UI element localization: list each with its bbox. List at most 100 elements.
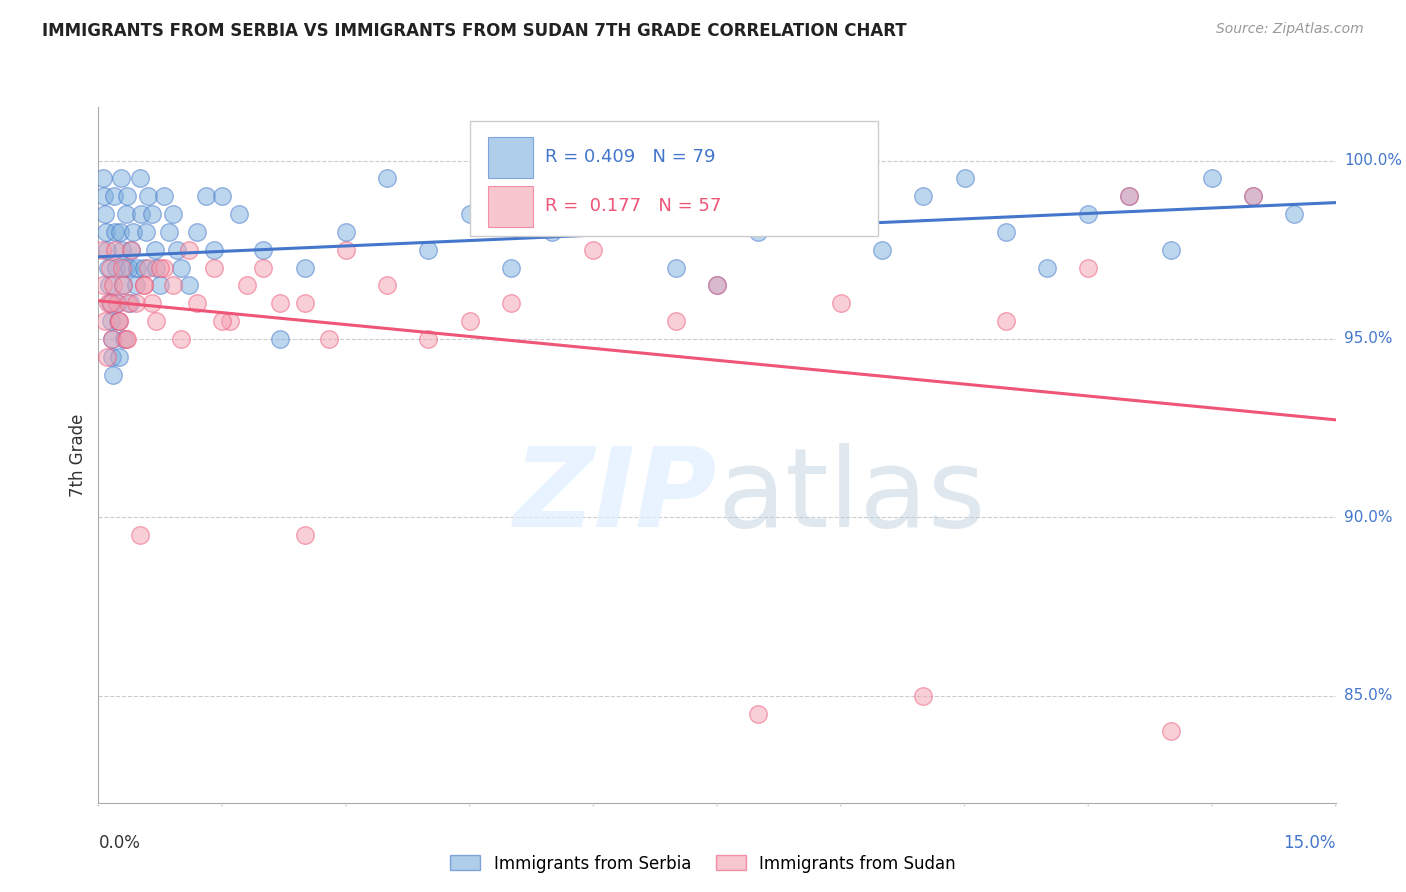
Point (458, 314, 481, 328)
Point (335, 243, 357, 257)
Point (118, 296, 141, 310)
Point (747, 706, 769, 721)
Point (1241, 189, 1264, 203)
Point (170, 260, 193, 275)
Point (91, 171, 114, 186)
Point (118, 260, 141, 275)
Point (252, 260, 274, 275)
Point (107, 314, 129, 328)
Text: 15.0%: 15.0% (1284, 834, 1336, 852)
Point (136, 260, 159, 275)
Point (830, 296, 852, 310)
Point (105, 296, 128, 310)
Point (128, 171, 150, 186)
Point (582, 243, 605, 257)
Point (665, 260, 688, 275)
Point (98, 296, 121, 310)
Point (110, 243, 132, 257)
Point (318, 332, 340, 346)
Point (179, 243, 201, 257)
Point (157, 225, 180, 239)
Point (994, 225, 1017, 239)
Point (103, 278, 125, 293)
Point (96, 350, 118, 364)
Point (1241, 189, 1264, 203)
Point (105, 296, 128, 310)
Point (104, 260, 127, 275)
Point (202, 260, 225, 275)
Point (153, 189, 176, 203)
Point (269, 296, 291, 310)
Point (141, 296, 163, 310)
Point (104, 225, 127, 239)
Point (93, 278, 115, 293)
Point (100, 332, 122, 346)
Point (132, 260, 155, 275)
Point (179, 278, 201, 293)
Point (228, 207, 250, 221)
Text: 0.0%: 0.0% (98, 834, 141, 852)
Point (112, 278, 135, 293)
Point (1036, 260, 1059, 275)
Point (100, 296, 122, 310)
Point (747, 225, 769, 239)
Point (706, 278, 728, 293)
Point (100, 314, 122, 328)
Point (108, 314, 131, 328)
Point (94, 207, 117, 221)
Point (912, 189, 935, 203)
Point (94, 225, 117, 239)
Text: Source: ZipAtlas.com: Source: ZipAtlas.com (1216, 22, 1364, 37)
Point (103, 368, 125, 382)
Point (211, 189, 233, 203)
Text: 85.0%: 85.0% (1344, 689, 1392, 703)
Text: ZIP: ZIP (513, 443, 717, 550)
Point (120, 243, 142, 257)
Point (1160, 724, 1182, 739)
Point (186, 296, 208, 310)
Point (136, 189, 159, 203)
Point (375, 171, 398, 186)
Point (131, 207, 153, 221)
Point (97, 260, 120, 275)
Text: R =  0.177   N = 57: R = 0.177 N = 57 (546, 197, 721, 215)
Point (418, 332, 440, 346)
Point (1077, 207, 1099, 221)
Point (830, 207, 852, 221)
Point (1160, 243, 1182, 257)
Text: 95.0%: 95.0% (1344, 332, 1392, 346)
Point (108, 225, 131, 239)
Point (117, 296, 139, 310)
Point (162, 278, 184, 293)
Text: atlas: atlas (717, 443, 986, 550)
Point (149, 278, 172, 293)
Point (110, 260, 132, 275)
Point (114, 332, 136, 346)
Point (127, 260, 149, 275)
Point (186, 225, 208, 239)
Point (117, 332, 139, 346)
Point (108, 350, 131, 364)
Point (132, 278, 155, 293)
Point (706, 278, 728, 293)
Point (912, 689, 935, 703)
Point (623, 207, 645, 221)
Point (582, 189, 605, 203)
Point (145, 260, 167, 275)
Point (166, 243, 188, 257)
Point (211, 314, 233, 328)
Point (458, 207, 481, 221)
Point (114, 207, 136, 221)
Point (202, 243, 225, 257)
Point (90, 243, 112, 257)
Point (499, 260, 522, 275)
FancyBboxPatch shape (470, 121, 877, 235)
Point (141, 207, 163, 221)
Point (112, 332, 135, 346)
Point (1118, 189, 1140, 203)
Point (170, 332, 193, 346)
Point (1077, 260, 1099, 275)
Point (294, 296, 316, 310)
Point (132, 278, 155, 293)
Point (1284, 207, 1306, 221)
